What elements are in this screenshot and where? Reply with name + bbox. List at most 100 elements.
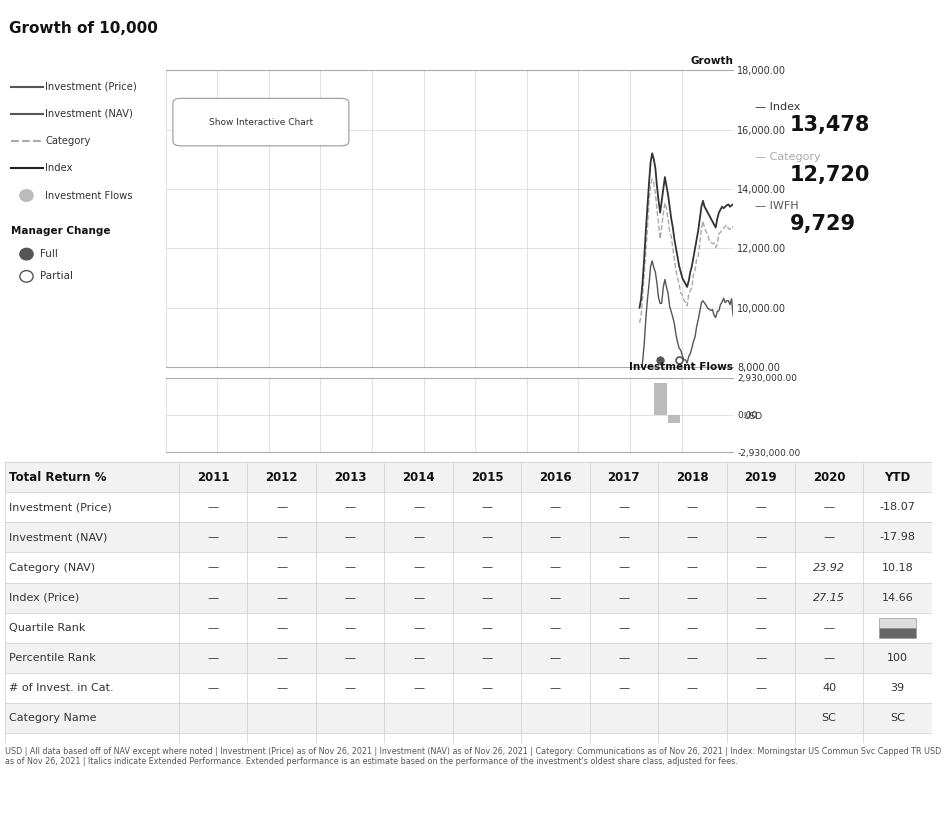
Text: —: — — [824, 653, 834, 663]
Text: Growth of 10,000: Growth of 10,000 — [9, 21, 158, 35]
Text: —: — — [482, 502, 493, 512]
Text: —: — — [687, 592, 698, 603]
Text: Investment Flows: Investment Flows — [45, 191, 132, 200]
Text: Index: Index — [45, 163, 73, 173]
Bar — [879, 628, 917, 638]
Text: —: — — [276, 502, 288, 512]
Text: —: — — [208, 532, 219, 542]
Text: —: — — [755, 563, 766, 573]
Text: —: — — [208, 592, 219, 603]
Text: —: — — [619, 502, 629, 512]
Bar — [655, 384, 667, 415]
Text: —: — — [550, 623, 561, 633]
Text: 2019: 2019 — [745, 470, 777, 483]
Text: —: — — [344, 623, 356, 633]
Text: Total Return %: Total Return % — [9, 470, 107, 483]
Bar — [5, 703, 932, 733]
Text: SC: SC — [890, 714, 905, 724]
Text: SC: SC — [822, 714, 836, 724]
Text: Category (NAV): Category (NAV) — [9, 563, 96, 573]
Text: —: — — [619, 683, 629, 693]
Text: —: — — [550, 592, 561, 603]
Text: —: — — [482, 683, 493, 693]
Text: —: — — [344, 532, 356, 542]
Text: Investment (Price): Investment (Price) — [9, 502, 113, 512]
Text: 9,729: 9,729 — [790, 214, 856, 234]
Text: — Index: — Index — [755, 102, 800, 112]
Text: —: — — [413, 592, 424, 603]
Text: —: — — [413, 532, 424, 542]
Text: Investment (NAV): Investment (NAV) — [45, 109, 133, 119]
Text: Manager Change: Manager Change — [11, 226, 111, 236]
Text: —: — — [276, 563, 288, 573]
Text: —: — — [550, 653, 561, 663]
Text: Partial: Partial — [40, 271, 73, 281]
Text: 39: 39 — [890, 683, 904, 693]
Bar — [5, 493, 932, 522]
Text: —: — — [208, 563, 219, 573]
Text: 2013: 2013 — [334, 470, 366, 483]
Text: —: — — [413, 653, 424, 663]
Text: —: — — [755, 623, 766, 633]
Text: —: — — [619, 592, 629, 603]
Text: 2018: 2018 — [676, 470, 709, 483]
Text: —: — — [413, 683, 424, 693]
Bar — [5, 643, 932, 673]
Text: —: — — [276, 683, 288, 693]
Text: —: — — [344, 592, 356, 603]
Text: —: — — [687, 623, 698, 633]
Text: —: — — [344, 563, 356, 573]
Text: 2017: 2017 — [607, 470, 640, 483]
Text: 2016: 2016 — [539, 470, 571, 483]
Text: —: — — [482, 563, 493, 573]
FancyBboxPatch shape — [173, 98, 349, 146]
Text: —: — — [208, 683, 219, 693]
Text: 13,478: 13,478 — [790, 116, 870, 135]
Text: —: — — [208, 623, 219, 633]
Text: —: — — [482, 623, 493, 633]
Text: 2012: 2012 — [266, 470, 298, 483]
Text: —: — — [482, 592, 493, 603]
Text: Investment Flows: Investment Flows — [629, 362, 733, 372]
Text: — Category: — Category — [755, 152, 820, 162]
Text: 23.92: 23.92 — [814, 563, 845, 573]
Text: 2015: 2015 — [471, 470, 503, 483]
Text: 27.15: 27.15 — [814, 592, 845, 603]
Text: -18.07: -18.07 — [880, 502, 916, 512]
Text: —: — — [824, 532, 834, 542]
Text: —: — — [619, 532, 629, 542]
Text: —: — — [482, 532, 493, 542]
Text: —: — — [344, 502, 356, 512]
Text: YTD: YTD — [885, 470, 911, 483]
Bar — [5, 613, 932, 643]
Text: 2020: 2020 — [813, 470, 846, 483]
Text: — IWFH: — IWFH — [755, 201, 798, 211]
Text: 14.66: 14.66 — [882, 592, 914, 603]
Bar — [668, 415, 680, 422]
Text: —: — — [619, 653, 629, 663]
Text: Percentile Rank: Percentile Rank — [9, 653, 96, 663]
Text: —: — — [619, 623, 629, 633]
Text: Full: Full — [40, 249, 58, 259]
Text: —: — — [687, 683, 698, 693]
Text: —: — — [687, 653, 698, 663]
Text: —: — — [482, 653, 493, 663]
Text: —: — — [276, 623, 288, 633]
Text: —: — — [824, 623, 834, 633]
Bar — [5, 462, 932, 493]
Bar — [5, 522, 932, 553]
Text: Investment (Price): Investment (Price) — [45, 82, 137, 92]
Text: —: — — [755, 532, 766, 542]
Text: 2014: 2014 — [402, 470, 435, 483]
Text: 2011: 2011 — [197, 470, 230, 483]
Bar — [5, 673, 932, 703]
Text: —: — — [344, 653, 356, 663]
Text: 100: 100 — [887, 653, 908, 663]
Text: —: — — [687, 532, 698, 542]
Bar — [5, 582, 932, 613]
Text: —: — — [687, 563, 698, 573]
Text: 10.18: 10.18 — [882, 563, 914, 573]
Text: —: — — [550, 532, 561, 542]
Text: —: — — [824, 502, 834, 512]
Text: —: — — [619, 563, 629, 573]
